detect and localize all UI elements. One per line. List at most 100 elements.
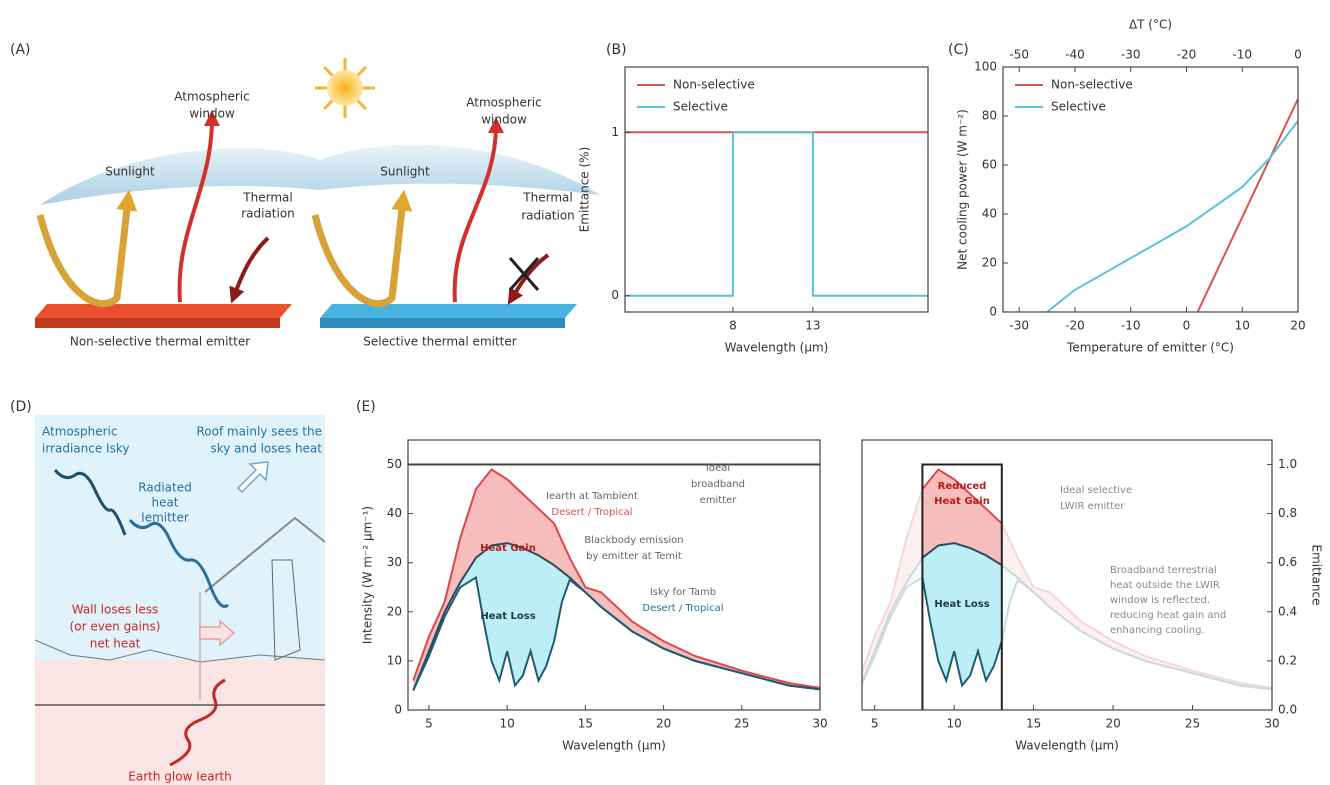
y-tick-label: 0 xyxy=(989,305,997,319)
emitter-slab xyxy=(320,318,565,328)
x-tick-label: 30 xyxy=(812,717,827,731)
y-tick-label: 0 xyxy=(394,703,402,717)
x-tick-label: 5 xyxy=(425,717,433,731)
label: Thermal xyxy=(522,191,572,205)
block-cross xyxy=(510,258,538,290)
area xyxy=(859,578,1272,711)
y-axis-label: Intensity (W m⁻² µm⁻¹) xyxy=(361,506,375,644)
y-tick-label: 0 xyxy=(611,288,619,302)
annotation: Desert / Tropical xyxy=(551,507,632,518)
panel-label: (A) xyxy=(10,42,31,58)
ground xyxy=(35,660,325,785)
thermal-arrow xyxy=(512,255,548,298)
x-tick-label: 8 xyxy=(729,319,737,333)
legend-label: Non-selective xyxy=(1051,78,1133,92)
x2-tick-label: -30 xyxy=(1121,48,1141,62)
x-tick-label: 25 xyxy=(1185,717,1200,731)
y-axis-label: Emittance (%) xyxy=(578,147,592,233)
label: Selective thermal emitter xyxy=(363,335,516,349)
y-tick-label: 30 xyxy=(387,555,402,569)
y-tick-label: 1 xyxy=(611,125,619,139)
label: Earth glow Iearth xyxy=(128,770,231,784)
x-tick-label: 30 xyxy=(1264,717,1279,731)
legend-label: Selective xyxy=(673,100,728,114)
y-tick-label: 20 xyxy=(982,256,997,270)
annotation: by emitter at Temit xyxy=(586,551,682,562)
chart: -30-20-1001020-50-40-30-20-1000204060801… xyxy=(956,18,1306,355)
label: Roof mainly sees the xyxy=(196,425,322,439)
annotation: Heat Gain xyxy=(934,496,990,507)
annotation: Desert / Tropical xyxy=(642,603,723,614)
annotation: Isky for Tamb xyxy=(650,587,716,598)
label: sky and loses heat xyxy=(210,442,322,456)
y2-axis-label: Emittance xyxy=(1310,545,1324,606)
emitter-slab xyxy=(35,304,292,318)
y-tick-label: 80 xyxy=(982,109,997,123)
line xyxy=(1047,121,1298,312)
sun xyxy=(315,58,375,118)
thermal-arrow xyxy=(234,238,268,296)
annotation: Iearth at Tambient xyxy=(546,491,638,502)
x-tick-label: -30 xyxy=(1009,319,1029,333)
x-tick-label: 5 xyxy=(871,717,879,731)
legend-label: Non-selective xyxy=(673,78,755,92)
annotation: reducing heat gain and xyxy=(1110,610,1226,621)
annotation: Reduced xyxy=(938,481,987,492)
diagram-d: Atmospheric irradiance Isky Roof mainly … xyxy=(35,415,325,785)
x-tick-label: 15 xyxy=(1026,717,1041,731)
x2-tick-label: -10 xyxy=(1232,48,1252,62)
annotation: Heat Loss xyxy=(480,611,535,622)
label: Non-selective thermal emitter xyxy=(70,335,250,349)
label: Sunlight xyxy=(105,165,155,179)
annotation: window is reflected, xyxy=(1110,595,1210,606)
x2-axis-label: ΔT (°C) xyxy=(1129,18,1172,32)
plot-frame xyxy=(1003,67,1298,312)
annotation: Ideal xyxy=(706,463,730,474)
x-tick-label: 10 xyxy=(1235,319,1250,333)
emitter-slab xyxy=(35,318,280,328)
x2-tick-label: -50 xyxy=(1009,48,1029,62)
label: Atmospheric xyxy=(174,90,249,104)
chart: 5101520253001020304050Wavelength (µm)Int… xyxy=(361,440,828,753)
y-tick-label: 40 xyxy=(387,506,402,520)
y2-tick-label: 0.6 xyxy=(1278,555,1297,569)
label: window xyxy=(189,107,235,121)
diagram-a: Atmospheric window Sunlight Thermal radi… xyxy=(35,58,600,349)
x-tick-label: 0 xyxy=(1183,319,1191,333)
label: radiation xyxy=(241,207,295,221)
panel-label: (C) xyxy=(948,42,969,58)
x-tick-label: 25 xyxy=(734,717,749,731)
series-layer xyxy=(625,132,928,295)
annotation: LWIR emitter xyxy=(1060,501,1125,512)
x-axis-label: Temperature of emitter (°C) xyxy=(1066,341,1234,355)
y-tick-label: 100 xyxy=(974,60,997,74)
panel-label: (B) xyxy=(606,42,627,58)
x-axis-label: Wavelength (µm) xyxy=(562,739,666,753)
x-tick-label: 10 xyxy=(500,717,515,731)
label: Atmospheric xyxy=(42,425,117,439)
sunlight-arrow xyxy=(315,200,403,304)
line xyxy=(625,132,928,295)
x-axis-label: Wavelength (µm) xyxy=(725,341,829,355)
x-tick-label: 15 xyxy=(578,717,593,731)
annotation: Heat Gain xyxy=(480,543,536,554)
x-tick-label: 10 xyxy=(947,717,962,731)
emitter-slab xyxy=(320,304,577,318)
annotation: enhancing cooling. xyxy=(1110,625,1205,636)
label: (or even gains) xyxy=(70,620,161,634)
label: irradiance Isky xyxy=(42,442,129,456)
x-tick-label: 13 xyxy=(805,319,820,333)
x-tick-label: 20 xyxy=(1290,319,1305,333)
x2-tick-label: -20 xyxy=(1177,48,1197,62)
x-axis-label: Wavelength (µm) xyxy=(1015,739,1119,753)
panel-label: (D) xyxy=(10,399,32,415)
label: Wall loses less xyxy=(72,603,159,617)
annotation: broadband xyxy=(691,479,745,490)
y2-tick-label: 0.8 xyxy=(1278,506,1297,520)
annotation: Ideal selective xyxy=(1060,485,1132,496)
x2-tick-label: 0 xyxy=(1294,48,1302,62)
area xyxy=(413,578,820,711)
label: Iemitter xyxy=(141,511,189,525)
y2-tick-label: 0.4 xyxy=(1278,604,1297,618)
series-layer xyxy=(1047,99,1298,312)
